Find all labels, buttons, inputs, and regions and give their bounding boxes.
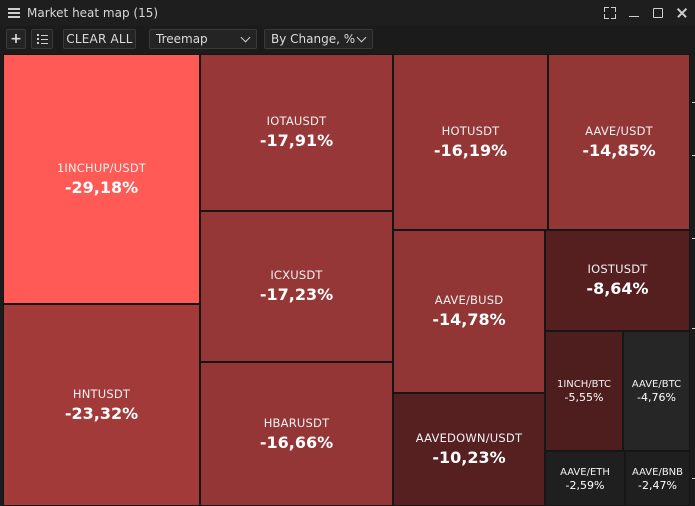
edge-tick bbox=[692, 155, 695, 156]
sort-value: By Change, % bbox=[271, 32, 356, 46]
tile-symbol: HOTUSDT bbox=[441, 123, 500, 138]
tile-1inchup-usdt[interactable]: 1INCHUP/USDT -29,18% bbox=[3, 54, 200, 304]
tile-symbol: AAVEDOWN/USDT bbox=[415, 431, 523, 445]
tile-change: -10,23% bbox=[432, 448, 506, 467]
edge-tick bbox=[692, 102, 695, 103]
chevron-down-icon bbox=[356, 32, 367, 43]
tile-change: -16,19% bbox=[433, 140, 508, 160]
tile-hbarusdt[interactable]: HBARUSDT -16,66% bbox=[200, 362, 393, 506]
tile-symbol: HNTUSDT bbox=[72, 386, 131, 401]
minimize-icon[interactable] bbox=[627, 6, 641, 20]
toolbar: + CLEAR ALL Treemap By Change, % bbox=[0, 26, 695, 52]
tile-aavedown-usdt[interactable]: AAVEDOWN/USDT -10,23% bbox=[393, 393, 545, 506]
tile-change: -29,18% bbox=[64, 177, 139, 197]
treemap: 1INCHUP/USDT -29,18% HNTUSDT -23,32% IOT… bbox=[3, 54, 690, 506]
tile-change: -17,91% bbox=[259, 131, 334, 150]
tile-change: -14,78% bbox=[432, 310, 506, 329]
tile-symbol: 1INCHUP/USDT bbox=[56, 160, 147, 175]
tile-change: -5,55% bbox=[564, 391, 604, 404]
tile-change: -2,59% bbox=[565, 478, 605, 492]
tile-symbol: ICXUSDT bbox=[270, 268, 323, 282]
tile-change: -4,76% bbox=[637, 391, 676, 404]
tile-symbol: IOTAUSDT bbox=[266, 114, 327, 128]
tile-symbol: AAVE/BNB bbox=[631, 466, 684, 478]
clear-all-button[interactable]: CLEAR ALL bbox=[63, 29, 136, 49]
tile-symbol: AAVE/ETH bbox=[560, 466, 610, 478]
tile-symbol: AAVE/BTC bbox=[631, 379, 682, 390]
edge-tick bbox=[692, 328, 695, 329]
close-icon[interactable] bbox=[675, 6, 689, 20]
tile-symbol: HBARUSDT bbox=[263, 415, 330, 430]
tile-iotausdt[interactable]: IOTAUSDT -17,91% bbox=[200, 54, 393, 211]
tile-aave-bnb[interactable]: AAVE/BNB -2,47% bbox=[625, 451, 690, 506]
tile-change: -16,66% bbox=[259, 432, 334, 452]
tile-change: -8,64% bbox=[586, 279, 649, 298]
view-type-value: Treemap bbox=[156, 32, 208, 46]
tile-aave-usdt[interactable]: AAVE/USDT -14,85% bbox=[548, 54, 690, 230]
view-type-select[interactable]: Treemap bbox=[149, 29, 257, 49]
tile-hotusdt[interactable]: HOTUSDT -16,19% bbox=[393, 54, 548, 230]
list-button[interactable] bbox=[31, 29, 53, 49]
tile-1inch-btc[interactable]: 1INCH/BTC -5,55% bbox=[545, 331, 623, 451]
tile-aave-busd[interactable]: AAVE/BUSD -14,78% bbox=[393, 230, 545, 393]
tile-aave-btc[interactable]: AAVE/BTC -4,76% bbox=[623, 331, 690, 451]
edge-tick bbox=[692, 478, 695, 479]
edge-tick bbox=[692, 238, 695, 239]
sort-select[interactable]: By Change, % bbox=[264, 29, 373, 49]
add-button[interactable]: + bbox=[6, 29, 26, 49]
title-bar: Market heat map (15) bbox=[0, 0, 695, 26]
maximize-icon[interactable] bbox=[651, 6, 665, 20]
tile-change: -2,47% bbox=[638, 478, 677, 492]
window-controls bbox=[603, 6, 689, 20]
tile-aave-eth[interactable]: AAVE/ETH -2,59% bbox=[545, 451, 625, 506]
tile-icxusdt[interactable]: ICXUSDT -17,23% bbox=[200, 211, 393, 362]
tile-hntusdt[interactable]: HNTUSDT -23,32% bbox=[3, 304, 200, 506]
window-title: Market heat map (15) bbox=[27, 6, 159, 20]
tile-change: -17,23% bbox=[259, 285, 334, 304]
menu-icon[interactable] bbox=[8, 8, 20, 18]
chevron-down-icon bbox=[240, 32, 251, 43]
expand-icon[interactable] bbox=[603, 6, 617, 20]
tile-symbol: AAVE/BUSD bbox=[434, 293, 504, 307]
tile-change: -23,32% bbox=[64, 403, 139, 423]
tile-symbol: IOSTUSDT bbox=[587, 262, 648, 276]
list-icon bbox=[36, 34, 48, 44]
tile-change: -14,85% bbox=[582, 140, 656, 160]
tile-symbol: 1INCH/BTC bbox=[556, 379, 612, 390]
tile-iostusdt[interactable]: IOSTUSDT -8,64% bbox=[545, 230, 690, 331]
tile-symbol: AAVE/USDT bbox=[585, 123, 653, 138]
